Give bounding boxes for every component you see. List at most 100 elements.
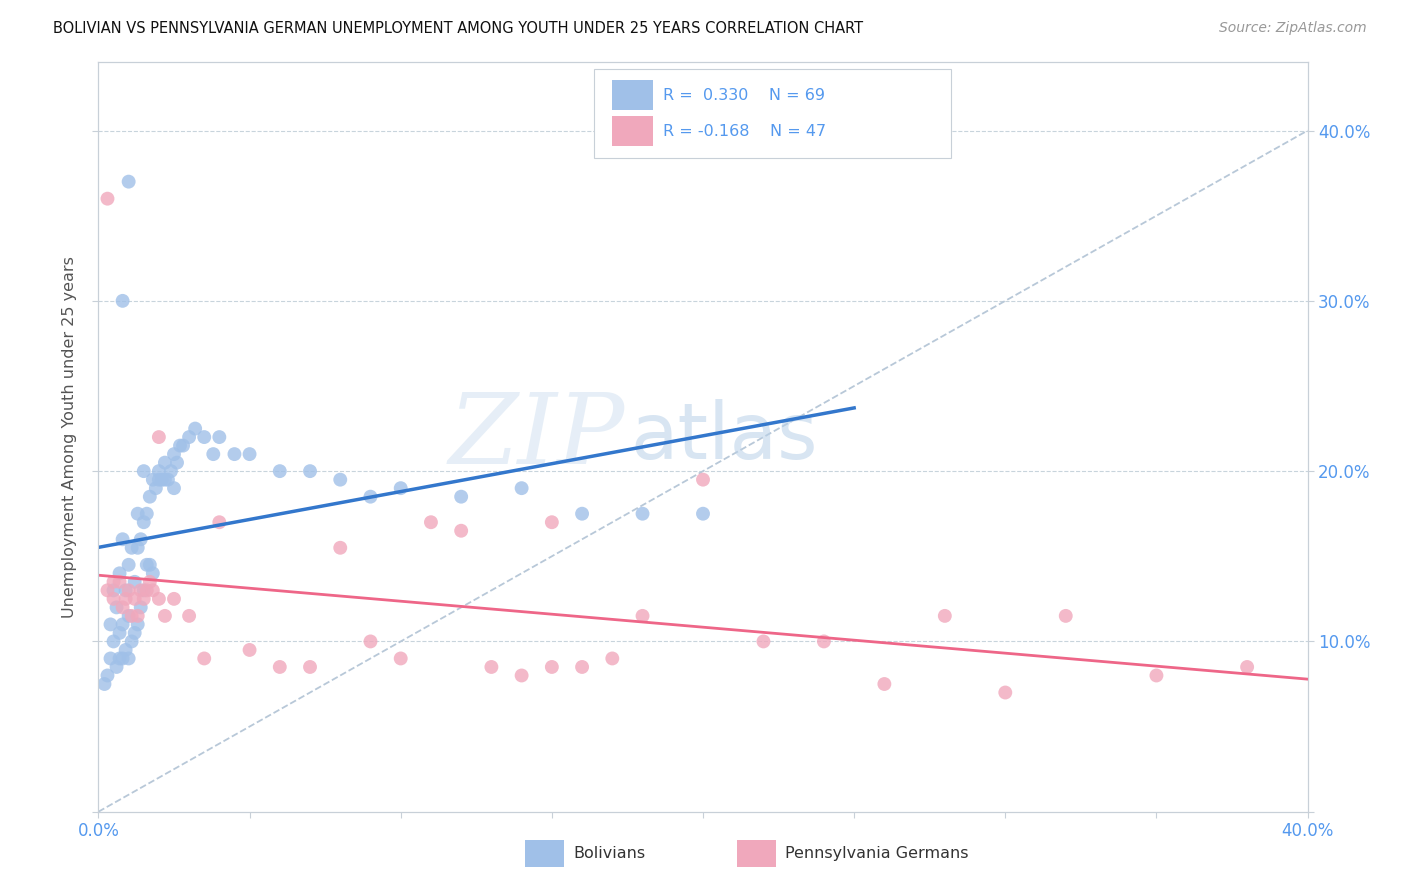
- Point: [100, 651, 122, 665]
- FancyBboxPatch shape: [737, 840, 776, 867]
- Point: [124, 574, 146, 589]
- Point: [96, 668, 118, 682]
- Point: [111, 651, 134, 665]
- Point: [208, 515, 231, 529]
- Point: [124, 626, 146, 640]
- Point: [193, 430, 215, 444]
- Point: [121, 541, 143, 555]
- Point: [139, 490, 162, 504]
- Point: [96, 192, 118, 206]
- Point: [160, 464, 183, 478]
- Point: [108, 651, 131, 665]
- Point: [132, 464, 155, 478]
- Point: [121, 608, 143, 623]
- Point: [103, 634, 125, 648]
- Point: [127, 541, 149, 555]
- Point: [132, 591, 155, 606]
- Point: [148, 473, 170, 487]
- Point: [631, 608, 654, 623]
- Point: [108, 574, 131, 589]
- Point: [127, 507, 149, 521]
- Point: [450, 490, 472, 504]
- Point: [1054, 608, 1077, 623]
- Point: [179, 608, 201, 623]
- Point: [108, 626, 131, 640]
- Point: [193, 651, 215, 665]
- Point: [142, 473, 165, 487]
- Point: [329, 541, 352, 555]
- Point: [127, 617, 149, 632]
- Point: [169, 439, 191, 453]
- Point: [156, 473, 179, 487]
- Text: R =  0.330    N = 69: R = 0.330 N = 69: [664, 88, 825, 103]
- Point: [118, 651, 141, 665]
- Point: [166, 456, 188, 470]
- Text: Bolivians: Bolivians: [574, 847, 645, 861]
- Point: [111, 293, 134, 308]
- Point: [132, 583, 155, 598]
- Point: [111, 617, 134, 632]
- Point: [127, 608, 149, 623]
- Point: [108, 566, 131, 581]
- Point: [114, 643, 136, 657]
- Point: [202, 447, 225, 461]
- Point: [299, 464, 322, 478]
- Point: [111, 600, 134, 615]
- Point: [135, 583, 157, 598]
- Point: [299, 660, 322, 674]
- Point: [994, 685, 1017, 699]
- Point: [153, 608, 176, 623]
- Point: [100, 617, 122, 632]
- FancyBboxPatch shape: [613, 80, 654, 111]
- Point: [692, 507, 714, 521]
- Text: R = -0.168    N = 47: R = -0.168 N = 47: [664, 124, 827, 139]
- Text: Source: ZipAtlas.com: Source: ZipAtlas.com: [1219, 21, 1367, 35]
- Text: ZIP: ZIP: [449, 390, 624, 484]
- Point: [752, 634, 775, 648]
- Point: [692, 473, 714, 487]
- Point: [129, 533, 152, 547]
- Point: [420, 515, 443, 529]
- Point: [132, 515, 155, 529]
- Point: [150, 473, 173, 487]
- Point: [142, 566, 165, 581]
- Point: [139, 558, 162, 572]
- Point: [118, 583, 141, 598]
- Point: [96, 583, 118, 598]
- Point: [114, 591, 136, 606]
- Point: [129, 583, 152, 598]
- Text: Pennsylvania Germans: Pennsylvania Germans: [785, 847, 969, 861]
- Point: [873, 677, 896, 691]
- Point: [179, 430, 201, 444]
- Point: [111, 533, 134, 547]
- Point: [135, 558, 157, 572]
- Point: [269, 660, 291, 674]
- Point: [118, 175, 141, 189]
- Point: [139, 574, 162, 589]
- Point: [142, 583, 165, 598]
- Point: [148, 464, 170, 478]
- FancyBboxPatch shape: [526, 840, 564, 867]
- Point: [163, 481, 186, 495]
- Point: [184, 421, 207, 435]
- Point: [934, 608, 956, 623]
- Point: [129, 600, 152, 615]
- Y-axis label: Unemployment Among Youth under 25 years: Unemployment Among Youth under 25 years: [62, 256, 77, 618]
- Point: [450, 524, 472, 538]
- Point: [93, 677, 115, 691]
- Point: [105, 660, 128, 674]
- Point: [224, 447, 246, 461]
- FancyBboxPatch shape: [613, 116, 654, 146]
- Point: [813, 634, 835, 648]
- FancyBboxPatch shape: [595, 70, 950, 158]
- Point: [114, 583, 136, 598]
- Point: [153, 456, 176, 470]
- Point: [239, 447, 262, 461]
- Point: [163, 591, 186, 606]
- Point: [148, 430, 170, 444]
- Point: [329, 473, 352, 487]
- Text: atlas: atlas: [630, 399, 818, 475]
- Point: [105, 600, 128, 615]
- Point: [208, 430, 231, 444]
- Point: [121, 634, 143, 648]
